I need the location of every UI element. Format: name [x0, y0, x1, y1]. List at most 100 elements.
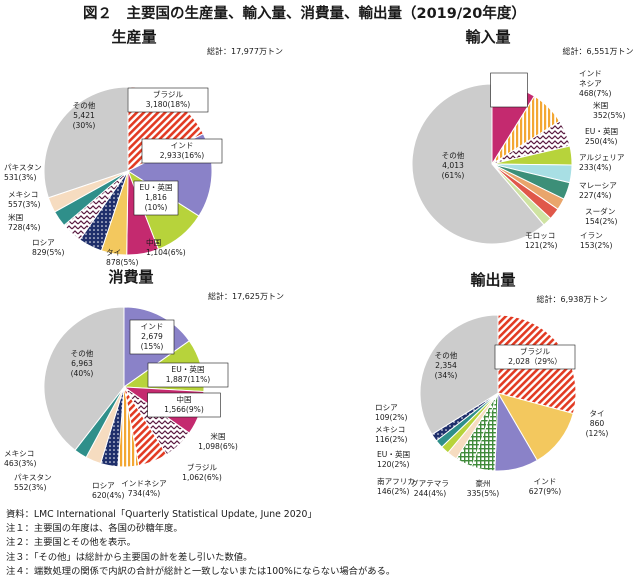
slice-label-text: 南アフリカ	[377, 476, 415, 486]
slice-label-text: メキシコ	[8, 190, 38, 199]
note-source: 資料：LMC International「Quarterly Statistic…	[6, 509, 317, 520]
slice-label-text: 335(5%)	[467, 489, 500, 498]
slice-label-text: 627(9%)	[529, 487, 562, 496]
slice-label-text: 5,421	[73, 111, 95, 120]
pie-slice-2	[496, 392, 574, 462]
slice-label-text: 227(4%)	[579, 191, 612, 200]
slice-label-text: EU・英国	[171, 364, 204, 374]
note-2: 注２：主要国とその他を表示。	[6, 537, 136, 549]
slice-label-text: 2,933(16%)	[160, 151, 205, 160]
pie-total: 総計：6,938万トン	[537, 294, 608, 304]
slice-label-text: タイ	[589, 409, 604, 418]
slice-label-text: EU・英国	[139, 182, 172, 192]
slice-label-text: メキシコ	[4, 449, 34, 458]
slice-label-text: インド	[141, 322, 164, 331]
slice-label-text: グアテマラ	[411, 478, 449, 488]
note-3: 注３：「その他」は総計から主要国の計を差し引いた数値。	[6, 551, 253, 563]
slice-label-text: 121(2%)	[525, 241, 558, 250]
slice-label-text: その他	[435, 350, 458, 360]
slice-label-text: パキスタン	[4, 163, 42, 172]
slice-label-text: インドネシア	[121, 479, 167, 488]
pie-title: 生産量	[111, 28, 156, 46]
pie-slice-10	[43, 306, 125, 451]
slice-label-text: (10%)	[145, 203, 168, 212]
slice-label-text: 153(2%)	[580, 241, 613, 250]
figure-title: 図２ 主要国の生産量、輸入量、消費量、輸出量（2019/20年度）	[83, 4, 526, 22]
slice-label-text: 米国	[593, 100, 608, 110]
slice-label-text: 中国	[176, 394, 191, 404]
slice-label-text: ロシア	[32, 238, 55, 247]
slice-label-text: (34%)	[435, 371, 458, 380]
slice-label-text: 2,354	[435, 361, 457, 370]
slice-label-text: 146(2%)	[377, 487, 410, 496]
slice-label-text: パキスタン	[14, 473, 52, 482]
slice-label-text: 中国	[146, 237, 161, 247]
slice-label-text: 860	[590, 419, 605, 428]
slice-label-text: EU・英国	[377, 449, 410, 459]
slice-label-2: EU・英国1,887(11%)	[147, 362, 229, 388]
slice-label-text: 154(2%)	[585, 217, 618, 226]
slice-label-text: 3,180(18%)	[146, 100, 191, 109]
slice-label-text: その他	[71, 348, 94, 358]
slice-label-3: 中国1,566(9%)	[147, 392, 221, 418]
slice-label-text: 中国	[501, 74, 516, 84]
pie-slice-10	[43, 86, 129, 199]
slice-label-text: タイ	[106, 248, 121, 257]
slice-label-text: (30%)	[73, 121, 96, 130]
slice-label-text: インド	[171, 141, 194, 150]
slice-label-text: 250(4%)	[585, 137, 618, 146]
slice-label-text: マレーシア	[579, 181, 617, 190]
slice-label-text: 1,566(9%)	[164, 405, 204, 414]
slice-label-text: (12%)	[586, 429, 609, 438]
slice-label-text: 109(2%)	[375, 413, 408, 422]
slice-label-text: 244(4%)	[414, 489, 447, 498]
slice-label-text: 463(3%)	[4, 459, 37, 468]
slice-label-text: スーダン	[585, 206, 615, 216]
pie-total: 総計：17,625万トン	[208, 291, 284, 301]
pie-slice-10	[411, 83, 545, 245]
slice-label-text: 豪州	[475, 478, 490, 488]
slice-label-text: インド	[534, 477, 557, 486]
note-1: 注１：主要国の年度は、各国の砂糖年度。	[6, 523, 183, 535]
slice-label-text: 120(2%)	[377, 460, 410, 469]
slice-label-text: 116(2%)	[375, 435, 408, 444]
slice-label-text: ブラジル	[153, 89, 184, 99]
slice-label-3: EU・英国1,816(10%)	[133, 180, 179, 216]
notes: 資料：LMC International「Quarterly Statistic…	[6, 508, 636, 579]
slice-label-text: 1,887(11%)	[166, 375, 211, 384]
slice-label-text: ネシア	[579, 79, 602, 88]
slice-label-text: 829(5%)	[32, 248, 65, 257]
slice-label-text: 352(5%)	[593, 111, 626, 120]
slice-label-text: 557(3%)	[8, 200, 41, 209]
pie-slice-10	[419, 314, 499, 436]
slice-label-text: 552(3%)	[14, 483, 47, 492]
pie-total: 総計：6,551万トン	[563, 46, 634, 56]
pie-imports: 輸入量総計：6,551万トン中国582(9%)インドネシア468(7%)米国35…	[411, 28, 634, 250]
slice-label-text: ロシア	[92, 481, 115, 490]
slice-label-text: 620(4%)	[92, 491, 125, 500]
slice-label-text: 1,098(6%)	[198, 442, 238, 451]
pie-title: 輸入量	[465, 28, 510, 46]
